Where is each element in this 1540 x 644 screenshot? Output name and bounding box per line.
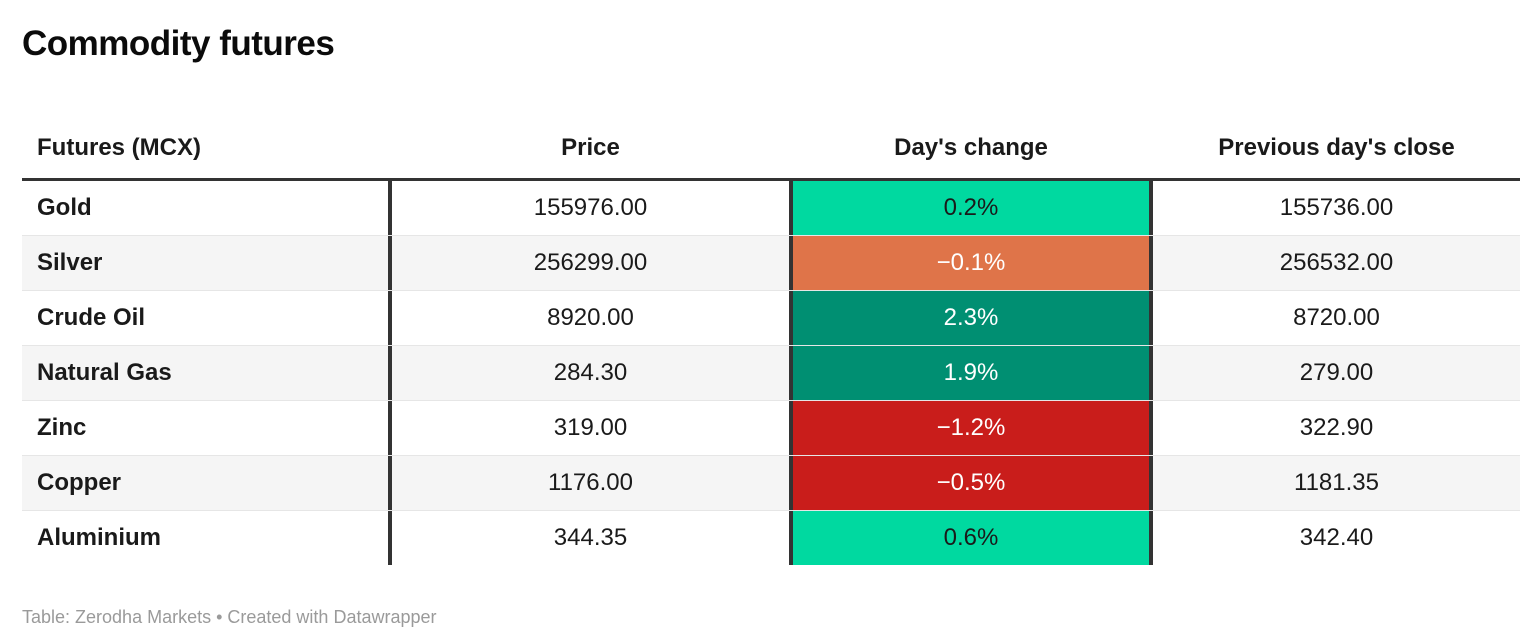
- table-header-row: Futures (MCX) Price Day's change Previou…: [22, 118, 1520, 181]
- prev-close-cell: 1181.35: [1294, 469, 1379, 496]
- price-cell: 256299.00: [533, 249, 648, 276]
- column-header-previous-days-close: Previous day's close: [1218, 134, 1455, 161]
- days-change-cell: −0.1%: [789, 236, 1153, 290]
- prev-close-cell: 256532.00: [1279, 249, 1394, 276]
- page-title: Commodity futures: [22, 24, 335, 63]
- days-change-cell: 0.2%: [789, 181, 1153, 235]
- price-cell: 284.30: [553, 359, 628, 386]
- table-body: Gold 155976.00 0.2% 155736.00 Silver 256…: [22, 181, 1520, 565]
- table-row-gold: Gold 155976.00 0.2% 155736.00: [22, 181, 1520, 235]
- prev-close-cell: 155736.00: [1279, 194, 1394, 221]
- price-cell: 344.35: [553, 524, 628, 551]
- column-header-price: Price: [561, 134, 620, 161]
- prev-close-cell: 279.00: [1299, 359, 1374, 386]
- table-row-natural-gas: Natural Gas 284.30 1.9% 279.00: [22, 345, 1520, 400]
- futures-name-cell: Crude Oil: [22, 291, 392, 345]
- column-header-futures-mcx: Futures (MCX): [37, 134, 201, 161]
- table-row-aluminium: Aluminium 344.35 0.6% 342.40: [22, 510, 1520, 565]
- futures-name-cell: Zinc: [22, 401, 392, 455]
- commodity-table: Futures (MCX) Price Day's change Previou…: [22, 118, 1520, 565]
- days-change-cell: 2.3%: [789, 291, 1153, 345]
- table-row-copper: Copper 1176.00 −0.5% 1181.35: [22, 455, 1520, 510]
- prev-close-cell: 342.40: [1299, 524, 1374, 551]
- days-change-cell: −0.5%: [789, 456, 1153, 510]
- futures-name-cell: Natural Gas: [22, 346, 392, 400]
- prev-close-cell: 8720.00: [1293, 304, 1380, 331]
- column-header-days-change: Day's change: [894, 134, 1048, 161]
- table-credit-footer: Table: Zerodha Markets • Created with Da…: [22, 607, 437, 627]
- futures-name-cell: Gold: [22, 181, 392, 235]
- price-cell: 319.00: [553, 414, 628, 441]
- price-cell: 155976.00: [533, 194, 648, 221]
- days-change-cell: 1.9%: [789, 346, 1153, 400]
- days-change-cell: 0.6%: [789, 511, 1153, 565]
- futures-name-cell: Silver: [22, 236, 392, 290]
- table-row-zinc: Zinc 319.00 −1.2% 322.90: [22, 400, 1520, 455]
- table-row-crude-oil: Crude Oil 8920.00 2.3% 8720.00: [22, 290, 1520, 345]
- table-row-silver: Silver 256299.00 −0.1% 256532.00: [22, 235, 1520, 290]
- days-change-cell: −1.2%: [789, 401, 1153, 455]
- price-cell: 1176.00: [548, 469, 633, 496]
- futures-name-cell: Copper: [22, 456, 392, 510]
- futures-name-cell: Aluminium: [22, 511, 392, 565]
- prev-close-cell: 322.90: [1299, 414, 1374, 441]
- price-cell: 8920.00: [547, 304, 634, 331]
